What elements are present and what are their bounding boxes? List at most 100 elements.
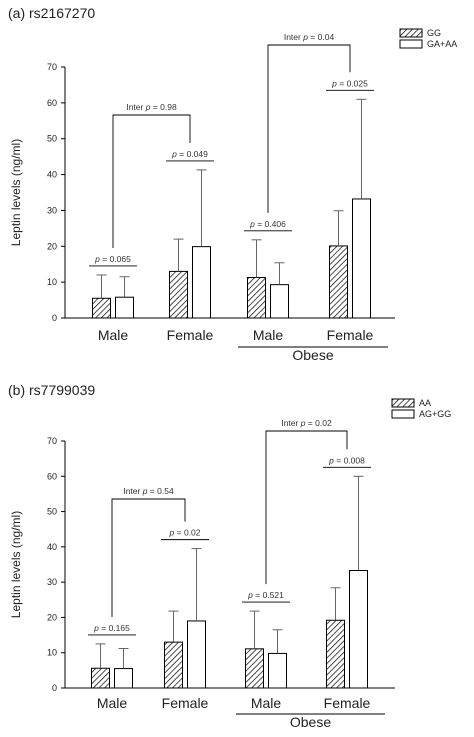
category-label: Male — [97, 695, 128, 711]
p-symbol: p — [142, 486, 148, 496]
y-tick-label: 60 — [47, 98, 57, 108]
inter-prefix: Inter — [284, 32, 303, 42]
inter-pvalue: 0.98 — [160, 102, 177, 112]
legend-swatch — [399, 39, 423, 49]
bar-series2 — [352, 198, 371, 319]
inter-pvalue: 0.02 — [315, 418, 332, 428]
pvalue: 0.02 — [184, 528, 201, 538]
category-label: Female — [167, 327, 214, 343]
pvalue-label: p = 0.065 — [94, 254, 131, 264]
p-equals: = — [253, 590, 263, 600]
bar-series2 — [114, 668, 133, 689]
y-tick-label: 40 — [47, 542, 57, 552]
inter-prefix: Inter — [126, 102, 145, 112]
bar-series1 — [245, 648, 264, 689]
y-tick-label: 20 — [47, 612, 57, 622]
bar-series1 — [247, 276, 266, 319]
bar-series2 — [270, 284, 289, 319]
inter-bracket — [112, 114, 191, 248]
legend-label: GA+AA — [427, 39, 457, 49]
p-symbol: p — [249, 219, 255, 229]
y-tick-label: 30 — [47, 205, 57, 215]
pvalue: 0.025 — [347, 78, 369, 88]
bar-series1 — [91, 667, 110, 689]
pvalue-label: p = 0.049 — [171, 149, 208, 159]
bar-series1 — [169, 270, 188, 319]
y-tick-label: 60 — [47, 471, 57, 481]
bar-series2 — [187, 620, 206, 689]
y-tick-label: 70 — [47, 62, 57, 72]
inter-bracket — [265, 430, 348, 585]
pvalue-label: p = 0.521 — [247, 590, 284, 600]
p-symbol: p — [302, 32, 308, 42]
legend-label: GG — [427, 28, 441, 38]
y-tick-label: 50 — [47, 507, 57, 517]
p-equals: = — [305, 418, 315, 428]
inter-pvalue-label: Inter p = 0.54 — [123, 486, 174, 496]
legend-swatch — [391, 409, 415, 419]
y-tick-label: 20 — [47, 241, 57, 251]
bar-series1 — [326, 619, 345, 689]
pvalue: 0.049 — [187, 149, 209, 159]
inter-prefix: Inter — [123, 486, 142, 496]
y-axis-label: Leptin levels (ng/ml) — [9, 511, 23, 618]
p-symbol: p — [171, 149, 177, 159]
p-equals: = — [174, 528, 184, 538]
legend-swatch — [399, 28, 423, 38]
p-equals: = — [255, 219, 265, 229]
p-symbol: p — [169, 528, 175, 538]
pvalue: 0.521 — [263, 590, 285, 600]
p-equals: = — [334, 455, 344, 465]
y-tick-label: 40 — [47, 170, 57, 180]
y-tick-label: 0 — [52, 313, 57, 323]
p-equals: = — [337, 78, 347, 88]
p-equals: = — [100, 254, 110, 264]
p-symbol: p — [331, 78, 337, 88]
p-symbol: p — [300, 418, 306, 428]
y-tick-label: 0 — [52, 683, 57, 693]
inter-pvalue: 0.04 — [318, 32, 335, 42]
p-symbol: p — [328, 455, 334, 465]
category-label: Female — [327, 327, 374, 343]
inter-pvalue-label: Inter p = 0.98 — [126, 102, 177, 112]
inter-bracket — [111, 498, 186, 617]
y-tick-label: 10 — [47, 648, 57, 658]
group-label: Obese — [290, 714, 331, 730]
bar-series2 — [192, 246, 211, 319]
legend-label: AG+GG — [419, 409, 451, 419]
p-symbol: p — [93, 623, 99, 633]
bar-series1 — [92, 297, 111, 319]
category-label: Male — [251, 695, 282, 711]
panel-b: (b) rs7799039 0 10 20 30 40 50 60 70 Leptin level… — [8, 382, 451, 730]
pvalue: 0.406 — [265, 219, 287, 229]
pvalue: 0.008 — [344, 455, 366, 465]
panel-title: (b) rs7799039 — [8, 382, 95, 398]
bar-series2 — [115, 296, 134, 319]
y-axis-label: Leptin levels (ng/ml) — [9, 139, 23, 246]
inter-bracket — [267, 44, 351, 213]
p-equals: = — [177, 149, 187, 159]
pvalue-label: p = 0.02 — [169, 528, 201, 538]
inter-prefix: Inter — [281, 418, 300, 428]
p-equals: = — [99, 623, 109, 633]
inter-pvalue: 0.54 — [157, 486, 174, 496]
p-equals: = — [308, 32, 318, 42]
inter-pvalue-label: Inter p = 0.02 — [281, 418, 332, 428]
y-tick-label: 70 — [47, 436, 57, 446]
bar-series1 — [164, 641, 183, 689]
y-tick-label: 30 — [47, 577, 57, 587]
group-label: Obese — [292, 347, 333, 363]
y-tick-label: 50 — [47, 134, 57, 144]
category-label: Female — [162, 695, 209, 711]
p-symbol: p — [247, 590, 253, 600]
category-label: Male — [98, 327, 129, 343]
bar-series2 — [349, 569, 368, 689]
p-equals: = — [150, 102, 160, 112]
y-tick-label: 10 — [47, 277, 57, 287]
legend-swatch — [391, 398, 415, 408]
bar-series1 — [329, 245, 348, 319]
panel-a: (a) rs2167270 0 10 20 30 40 50 60 70 Leptin level… — [8, 5, 457, 363]
p-symbol: p — [145, 102, 151, 112]
pvalue: 0.065 — [110, 254, 132, 264]
